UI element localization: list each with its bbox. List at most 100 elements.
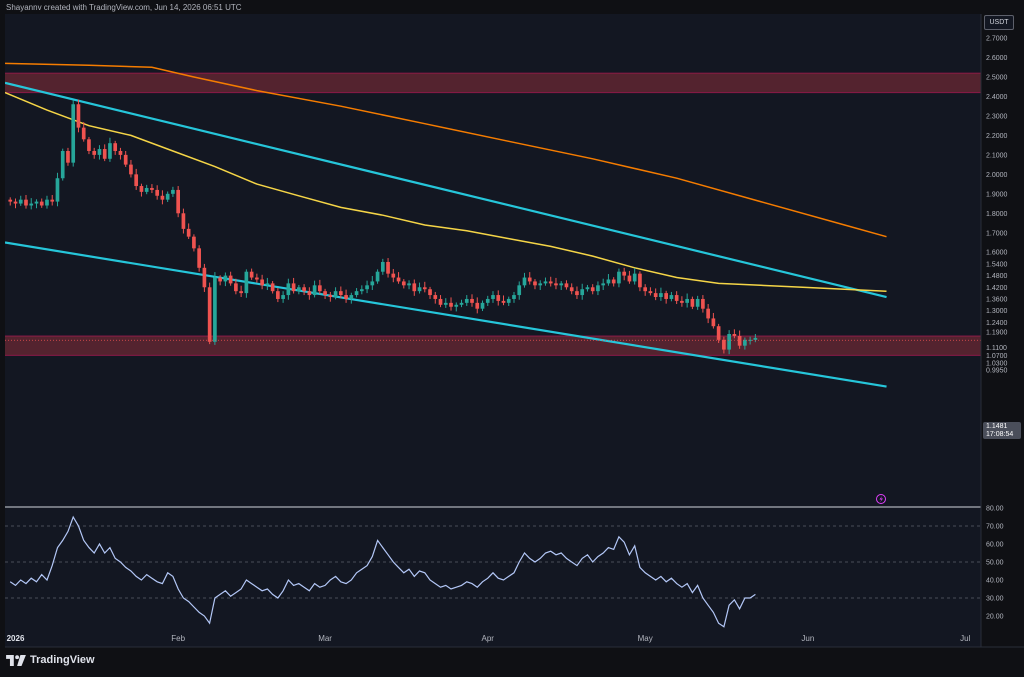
- candle[interactable]: [365, 280, 369, 294]
- candle[interactable]: [386, 258, 390, 278]
- candle[interactable]: [192, 234, 196, 252]
- ma-short-line[interactable]: [5, 91, 887, 292]
- candle[interactable]: [711, 312, 716, 329]
- candle[interactable]: [223, 272, 228, 287]
- candle[interactable]: [559, 281, 564, 291]
- candle[interactable]: [239, 285, 243, 298]
- candle[interactable]: [585, 284, 590, 292]
- candle[interactable]: [71, 100, 76, 167]
- candle[interactable]: [648, 287, 653, 296]
- candle[interactable]: [517, 281, 522, 300]
- candle[interactable]: [428, 286, 432, 299]
- candle[interactable]: [590, 284, 595, 295]
- candle[interactable]: [417, 282, 422, 294]
- candle[interactable]: [181, 208, 186, 234]
- candle[interactable]: [601, 278, 606, 291]
- candle[interactable]: [354, 288, 359, 298]
- candle[interactable]: [554, 277, 558, 290]
- candle[interactable]: [748, 336, 752, 345]
- candle[interactable]: [459, 299, 464, 308]
- candle[interactable]: [659, 287, 663, 301]
- candle[interactable]: [129, 159, 133, 178]
- candle[interactable]: [475, 297, 480, 314]
- candle[interactable]: [139, 183, 144, 197]
- candle[interactable]: [297, 284, 301, 295]
- candle[interactable]: [34, 199, 39, 209]
- candle[interactable]: [496, 290, 501, 306]
- price-pane[interactable]: [5, 62, 981, 388]
- candle[interactable]: [113, 140, 118, 155]
- candle[interactable]: [349, 292, 354, 304]
- tradingview-branding[interactable]: TradingView: [6, 654, 95, 666]
- candle[interactable]: [186, 223, 191, 239]
- candle[interactable]: [569, 283, 574, 295]
- candle[interactable]: [87, 136, 91, 155]
- candle[interactable]: [165, 191, 170, 202]
- candle[interactable]: [286, 278, 291, 300]
- candle[interactable]: [318, 279, 322, 295]
- candle[interactable]: [449, 297, 453, 311]
- time-axis[interactable]: 2026 Feb Mar Apr May Jun Jul: [7, 634, 971, 643]
- candle[interactable]: [134, 168, 139, 190]
- candle[interactable]: [548, 276, 553, 287]
- ma-long-line[interactable]: [5, 62, 887, 238]
- candle[interactable]: [643, 284, 648, 296]
- candle[interactable]: [433, 291, 438, 304]
- candle[interactable]: [596, 281, 600, 296]
- candle[interactable]: [291, 277, 296, 294]
- candle[interactable]: [60, 148, 65, 181]
- candle[interactable]: [543, 277, 548, 286]
- rsi-axis[interactable]: 80.00 70.00 60.00 50.00 40.00 30.00 20.00: [986, 506, 1004, 621]
- candle[interactable]: [260, 274, 264, 290]
- candle[interactable]: [81, 122, 86, 142]
- candle[interactable]: [753, 334, 758, 343]
- candle[interactable]: [102, 144, 107, 162]
- candle[interactable]: [370, 275, 375, 291]
- rsi-line[interactable]: [9, 515, 756, 628]
- candle[interactable]: [685, 293, 689, 308]
- candle[interactable]: [55, 172, 60, 207]
- candle[interactable]: [732, 329, 737, 339]
- candle[interactable]: [276, 288, 280, 303]
- candle[interactable]: [464, 295, 469, 306]
- candle[interactable]: [176, 186, 180, 218]
- candle[interactable]: [491, 291, 495, 303]
- candle[interactable]: [669, 291, 674, 302]
- candle[interactable]: [632, 268, 637, 285]
- candle[interactable]: [359, 285, 364, 295]
- candle[interactable]: [281, 291, 285, 303]
- candle[interactable]: [485, 295, 490, 306]
- candle[interactable]: [218, 275, 222, 286]
- candle[interactable]: [323, 288, 327, 299]
- candle[interactable]: [391, 268, 396, 283]
- candle[interactable]: [76, 99, 81, 133]
- candle[interactable]: [653, 288, 658, 301]
- candle[interactable]: [207, 282, 212, 345]
- candle[interactable]: [396, 272, 401, 284]
- candle[interactable]: [407, 280, 411, 290]
- candle[interactable]: [512, 291, 516, 303]
- candle[interactable]: [606, 274, 611, 286]
- candle[interactable]: [244, 269, 249, 298]
- candle[interactable]: [506, 296, 511, 306]
- candle[interactable]: [118, 147, 123, 160]
- candle[interactable]: [701, 295, 705, 313]
- candle[interactable]: [401, 279, 406, 289]
- candle[interactable]: [727, 330, 731, 355]
- candle[interactable]: [622, 267, 627, 281]
- candle[interactable]: [234, 278, 238, 295]
- candle[interactable]: [580, 283, 585, 300]
- candle[interactable]: [171, 186, 175, 197]
- candle[interactable]: [213, 272, 217, 345]
- candle[interactable]: [422, 281, 427, 293]
- candle[interactable]: [443, 298, 448, 308]
- candle[interactable]: [454, 302, 459, 312]
- candle[interactable]: [265, 277, 270, 291]
- candle[interactable]: [13, 198, 18, 209]
- candle[interactable]: [202, 263, 207, 292]
- candle[interactable]: [8, 197, 13, 206]
- candle[interactable]: [338, 286, 343, 299]
- candle[interactable]: [743, 337, 747, 350]
- candle[interactable]: [664, 290, 668, 304]
- candle[interactable]: [197, 245, 201, 272]
